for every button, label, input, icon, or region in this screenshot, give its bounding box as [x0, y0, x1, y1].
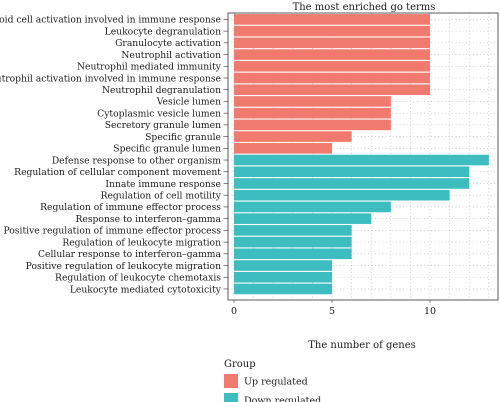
legend-swatch [224, 393, 238, 402]
category-label: Regulation of cell motility [101, 191, 222, 202]
bar [234, 189, 450, 201]
category-label: Secretory granule lumen [105, 120, 221, 131]
x-tick-label: 5 [329, 306, 335, 317]
category-label: Cytoplasmic vesicle lumen [97, 108, 221, 119]
x-tick-label: 10 [424, 306, 436, 317]
bar [234, 166, 470, 178]
bar [234, 225, 352, 236]
bar [234, 14, 430, 25]
chart-title: The most enriched go terms [293, 2, 436, 13]
legend-label: Up regulated [244, 377, 308, 388]
category-label: Innate immune response [105, 179, 221, 190]
bar [234, 248, 352, 260]
category-label: Regulation of immune effector process [40, 202, 221, 213]
bar [234, 213, 372, 224]
legend-title: Group [224, 359, 256, 370]
category-label: Regulation of leukocyte chemotaxis [55, 273, 221, 284]
category-label: Specific granule lumen [113, 144, 221, 155]
plot-panel-border [227, 12, 499, 301]
category-label: Neutrophil activation involved in immune… [0, 73, 221, 84]
bar [234, 283, 332, 295]
bars [234, 14, 489, 295]
bar [234, 49, 430, 60]
category-label: Granulocyte activation [115, 38, 221, 49]
bar [234, 25, 430, 37]
bar [234, 201, 391, 213]
category-label: Cellular response to interferon–gamma [38, 249, 222, 260]
category-label: Response to interferon–gamma [75, 214, 221, 225]
legend-label: Down regulated [244, 396, 321, 402]
bar [234, 119, 391, 131]
category-label: Positive regulation of immune effector p… [3, 226, 221, 237]
x-axis-title: The number of genes [308, 340, 416, 351]
category-label: Neutrophil degranulation [102, 85, 221, 96]
bar [234, 96, 391, 107]
bar [234, 107, 391, 119]
legend-swatch [224, 374, 238, 388]
bar [234, 178, 470, 189]
bar [234, 37, 430, 49]
category-label: Specific granule [145, 132, 221, 143]
bar [234, 271, 332, 283]
category-label: Neutrophil mediated immunity [77, 62, 222, 73]
category-label: Positive regulation of leukocyte migrati… [26, 261, 221, 272]
bar [234, 260, 332, 271]
x-axis-ticks: 0 5 10 [231, 300, 436, 317]
category-label: Regulation of leukocyte migration [62, 237, 221, 248]
x-tick-label: 0 [231, 306, 237, 317]
bar [234, 72, 430, 84]
category-label: Leukocyte mediated cytotoxicity [70, 284, 222, 295]
bar [234, 143, 332, 154]
category-labels: Myeloid cell activation involved in immu… [0, 15, 228, 295]
bar [234, 154, 489, 166]
category-label: Leukocyte degranulation [105, 26, 221, 37]
bar [234, 236, 352, 248]
bar [234, 60, 430, 72]
bar [234, 84, 430, 96]
category-label: Neutrophil activation [121, 50, 221, 61]
legend: Group Up regulated Down regulated [224, 359, 321, 402]
category-label: Myeloid cell activation involved in immu… [0, 15, 221, 26]
category-label: Regulation of cellular component movemen… [14, 167, 221, 178]
category-label: Defense response to other organism [52, 155, 221, 166]
category-label: Vesicle lumen [156, 97, 221, 108]
bar [234, 131, 352, 142]
